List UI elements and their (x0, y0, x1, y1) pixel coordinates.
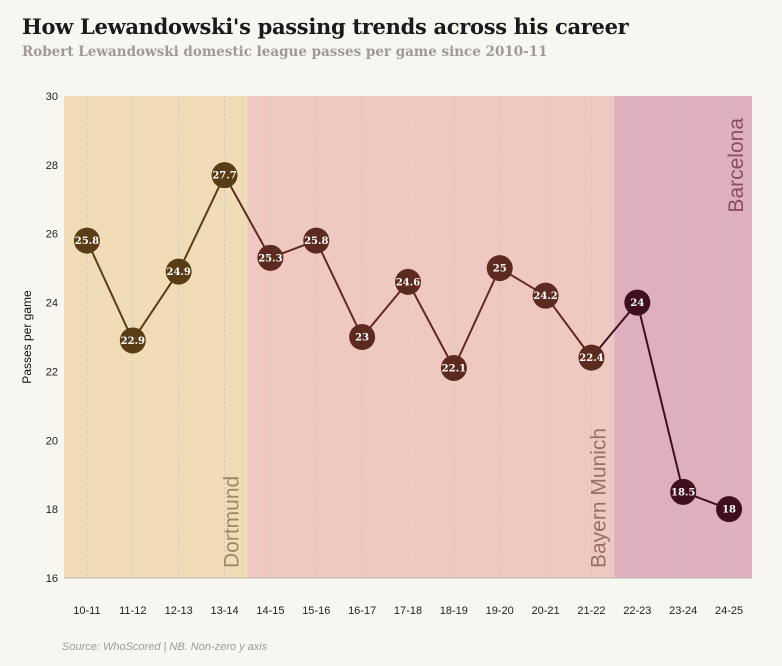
y-tick-label: 22 (46, 366, 58, 378)
data-point (211, 162, 238, 189)
data-label: 24 (630, 298, 644, 309)
data-label: 22.9 (121, 336, 145, 347)
x-tick-label: 14-15 (256, 605, 284, 617)
series-line-segment (315, 240, 364, 338)
data-label: 24.6 (396, 277, 420, 288)
era-band-bayern-munich (247, 96, 615, 578)
data-label: 25.8 (75, 236, 99, 247)
data-label: 25.8 (304, 236, 328, 247)
x-tick-label: 22-23 (623, 605, 651, 617)
data-point (578, 344, 605, 371)
data-point (624, 289, 651, 316)
x-tick-label: 11-12 (119, 605, 146, 617)
y-tick-label: 20 (46, 435, 58, 447)
data-label: 24.9 (166, 267, 190, 278)
data-label: 22.1 (442, 363, 466, 374)
data-point (349, 324, 376, 350)
x-tick-label: 10-11 (73, 605, 100, 617)
data-label: 25.3 (258, 253, 282, 264)
y-tick-label: 28 (46, 160, 58, 172)
data-point (532, 282, 559, 309)
x-tick-label: 15-16 (302, 605, 330, 617)
data-point (165, 258, 192, 285)
x-tick-label: 17-18 (394, 605, 422, 617)
x-tick-label: 12-13 (165, 605, 193, 617)
data-point (395, 268, 421, 295)
data-label: 24.2 (533, 291, 557, 302)
x-tick-label: 19-20 (486, 605, 514, 617)
data-label: 27.7 (212, 171, 236, 182)
x-tick-label: 24-25 (715, 605, 743, 617)
x-tick-label: 23-24 (669, 605, 697, 617)
data-label: 25 (493, 264, 507, 275)
data-label: 18.5 (671, 487, 695, 498)
chart-title: How Lewandowski's passing trends across … (22, 14, 629, 39)
era-label-bayern-munich: Bayern Munich (587, 428, 610, 568)
y-axis-label: Passes per game (20, 290, 34, 384)
data-point (257, 244, 284, 271)
series-line-segment (223, 174, 272, 259)
x-tick-label: 21-22 (577, 605, 605, 617)
series-line-segment (86, 240, 134, 341)
era-label-dortmund: Dortmund (220, 476, 243, 568)
data-point (716, 496, 743, 523)
series-line-segment (636, 302, 685, 493)
y-tick-label: 16 (46, 573, 58, 585)
x-tick-label: 13-14 (210, 605, 238, 617)
y-tick-label: 18 (46, 504, 58, 516)
chart-subtitle: Robert Lewandowski domestic league passe… (22, 44, 548, 60)
data-point (440, 354, 467, 381)
data-label: 18 (722, 505, 736, 516)
x-tick-label: 16-17 (348, 605, 376, 617)
y-tick-label: 30 (46, 91, 58, 103)
era-label-barcelona: Barcelona (725, 118, 748, 213)
x-tick-label: 20-21 (532, 605, 560, 617)
series-line-segment (407, 281, 455, 369)
data-label: 23 (355, 333, 369, 344)
series-line-segment (452, 267, 501, 369)
y-tick-label: 24 (46, 298, 58, 310)
x-tick-label: 18-19 (440, 605, 468, 617)
series-line-segment (131, 271, 180, 341)
data-point (486, 255, 513, 282)
y-tick-label: 26 (46, 229, 58, 241)
data-point (670, 478, 697, 505)
source-note: Source: WhoScored | NB. Non-zero y axis (62, 641, 268, 653)
data-point (303, 227, 330, 254)
series-line-segment (177, 174, 226, 273)
data-point (119, 327, 146, 354)
data-label: 22.4 (579, 353, 603, 364)
data-point (73, 227, 100, 254)
